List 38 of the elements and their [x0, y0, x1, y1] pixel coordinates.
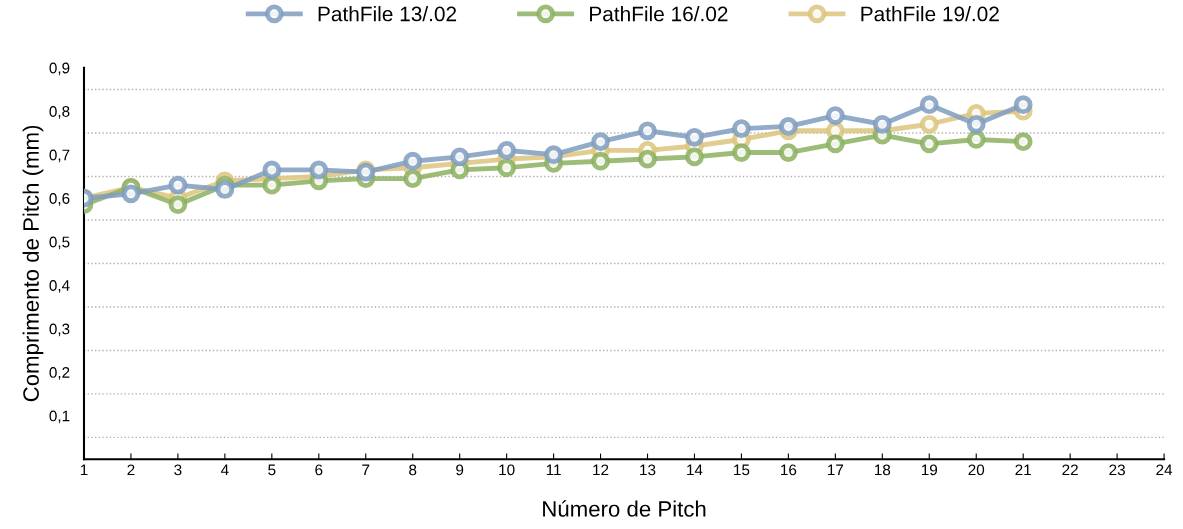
y-tick-label: 0,6: [49, 193, 70, 206]
x-tick-label: 5: [268, 464, 276, 476]
y-tick-label: 0,8: [49, 106, 70, 119]
x-tick-label: 14: [687, 464, 703, 476]
x-tick-label: 6: [315, 464, 323, 476]
y-tick-label: 0,3: [49, 323, 70, 337]
x-tick-label: 12: [593, 464, 609, 476]
x-tick-label: 20: [968, 464, 985, 476]
x-tick-label: 19: [921, 464, 938, 476]
x-tick-label: 13: [640, 464, 656, 476]
x-tick-label: 17: [828, 464, 844, 476]
x-tick-label: 11: [546, 464, 561, 476]
legend-label: PathFile 19/.02: [861, 6, 999, 22]
y-axis-title: Comprimento de Pitch (mm): [22, 125, 44, 402]
x-tick-label: 3: [174, 464, 182, 476]
y-tick-label: 0,2: [49, 367, 70, 380]
x-tick-label: 4: [220, 464, 229, 476]
x-tick-label: 23: [1109, 464, 1125, 476]
x-tick-label: 24: [1156, 464, 1173, 476]
x-tick-label: 21: [1015, 464, 1031, 476]
x-tick-label: 16: [781, 464, 797, 476]
y-tick-label: 0,5: [49, 236, 70, 250]
y-tick-label: 0,1: [49, 410, 70, 424]
legend-label: PathFile 16/.02: [590, 6, 728, 22]
legend-label: PathFile 13/.02: [318, 6, 457, 22]
x-tick-label: 10: [499, 464, 515, 476]
x-tick-label: 18: [874, 464, 891, 476]
x-tick-label: 15: [734, 464, 750, 476]
x-tick-label: 7: [362, 464, 370, 476]
x-tick-label: 22: [1062, 464, 1078, 476]
x-tick-label: 1: [80, 464, 88, 476]
x-tick-label: 2: [127, 464, 135, 476]
y-tick-label: 0,4: [49, 280, 70, 293]
x-axis-title: Número de Pitch: [543, 500, 706, 517]
x-tick-label: 9: [456, 464, 464, 476]
y-tick-label: 0,7: [49, 149, 70, 163]
x-tick-label: 8: [409, 464, 417, 476]
y-tick-label: 0,9: [49, 62, 70, 76]
